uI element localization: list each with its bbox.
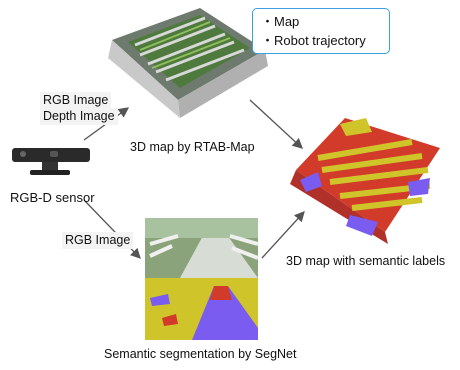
semantic-3d-map-image xyxy=(290,118,440,244)
arrow-sensor-to-segnet xyxy=(83,199,141,259)
callout-item-trajectory: ・Robot trajectory xyxy=(261,33,366,48)
edge-label-rgb-image-upper: RGB Image xyxy=(40,92,112,109)
segnet-images xyxy=(145,218,259,340)
arrow-rtab-to-semantic xyxy=(249,99,303,149)
callout-box: ・Map ・Robot trajectory xyxy=(252,8,390,54)
callout-item-map: ・Map xyxy=(261,14,300,29)
rtab-map-3d-image xyxy=(108,8,268,118)
rgbd-sensor-image xyxy=(12,148,90,175)
arrow-segnet-to-semantic xyxy=(261,211,305,259)
rtab-map-label: 3D map by RTAB-Map xyxy=(130,140,255,154)
edge-label-rgb-image-lower: RGB Image xyxy=(62,232,134,249)
segnet-label: Semantic segmentation by SegNet xyxy=(104,347,297,361)
semantic-map-label: 3D map with semantic labels xyxy=(286,254,446,268)
sensor-label: RGB-D sensor xyxy=(10,190,95,205)
edge-label-depth-image: Depth Image xyxy=(40,108,118,125)
